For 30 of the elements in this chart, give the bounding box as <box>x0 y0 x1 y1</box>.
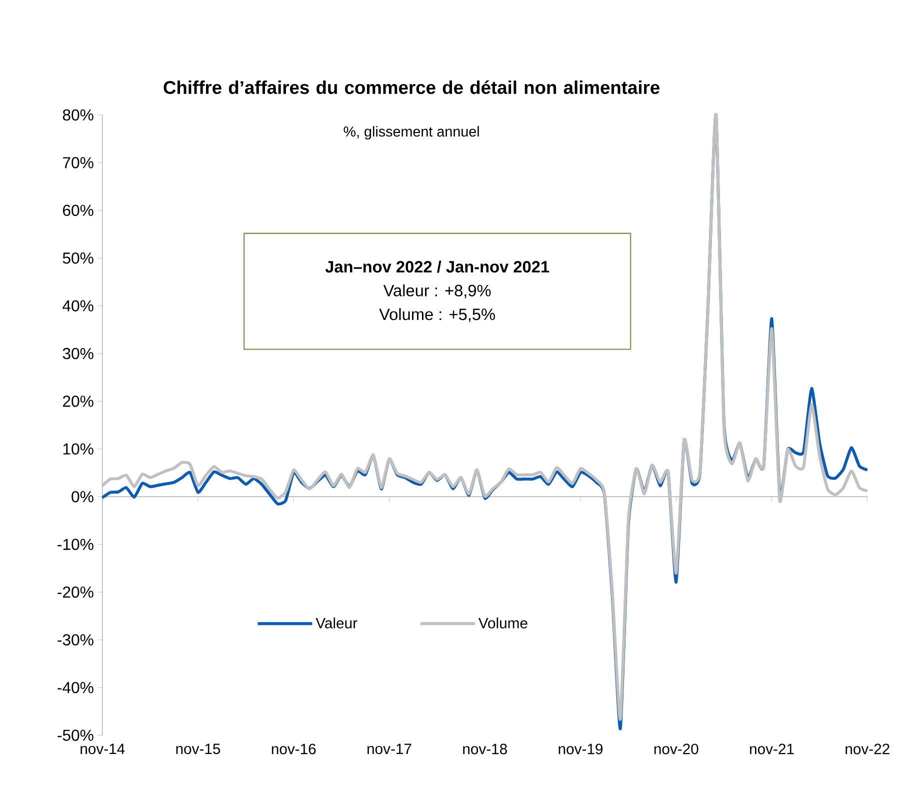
y-tick-label: -40% <box>58 682 94 694</box>
x-tick-label: nov-15 <box>176 744 220 754</box>
y-tick-label: -20% <box>58 586 94 598</box>
x-tick-label: nov-14 <box>80 744 125 754</box>
x-tick-label: nov-17 <box>368 744 412 754</box>
annotation: Volume : +5,5% <box>379 308 495 322</box>
y-tick-label: 10% <box>63 444 94 455</box>
legend-label: Volume <box>478 618 528 629</box>
y-tick-label: 70% <box>63 157 94 168</box>
y-tick-label: 80% <box>62 109 94 121</box>
text: %, glissement annuel <box>344 126 479 140</box>
y-tick-label: 60% <box>63 204 94 216</box>
x-tick-label: nov-18 <box>463 744 507 754</box>
x-tick-label: nov-21 <box>750 744 794 754</box>
y-tick-label: 40% <box>62 300 94 312</box>
y-tick-label: 50% <box>62 252 94 264</box>
y-tick-label: -30% <box>58 634 94 646</box>
y-tick-label: -50% <box>58 730 94 742</box>
x-tick-label: nov-22 <box>846 744 890 754</box>
x-tick-label: nov-19 <box>558 744 603 754</box>
x-tick-label: nov-20 <box>654 744 698 754</box>
y-tick-label: 0% <box>72 491 94 502</box>
x-tick-label: nov-16 <box>272 744 316 754</box>
legend-label: Valeur <box>316 618 358 629</box>
annotation: Valeur : +8,9% <box>383 284 491 298</box>
y-tick-label: -10% <box>58 538 94 550</box>
chart-title: Chiffre d’affaires du commerce de détail non alimentaire <box>164 80 660 94</box>
y-tick-label: 20% <box>63 396 94 408</box>
y-tick-label: 30% <box>62 348 94 360</box>
annotation: Jan–nov 2022 / Jan-nov 2021 <box>325 260 550 273</box>
